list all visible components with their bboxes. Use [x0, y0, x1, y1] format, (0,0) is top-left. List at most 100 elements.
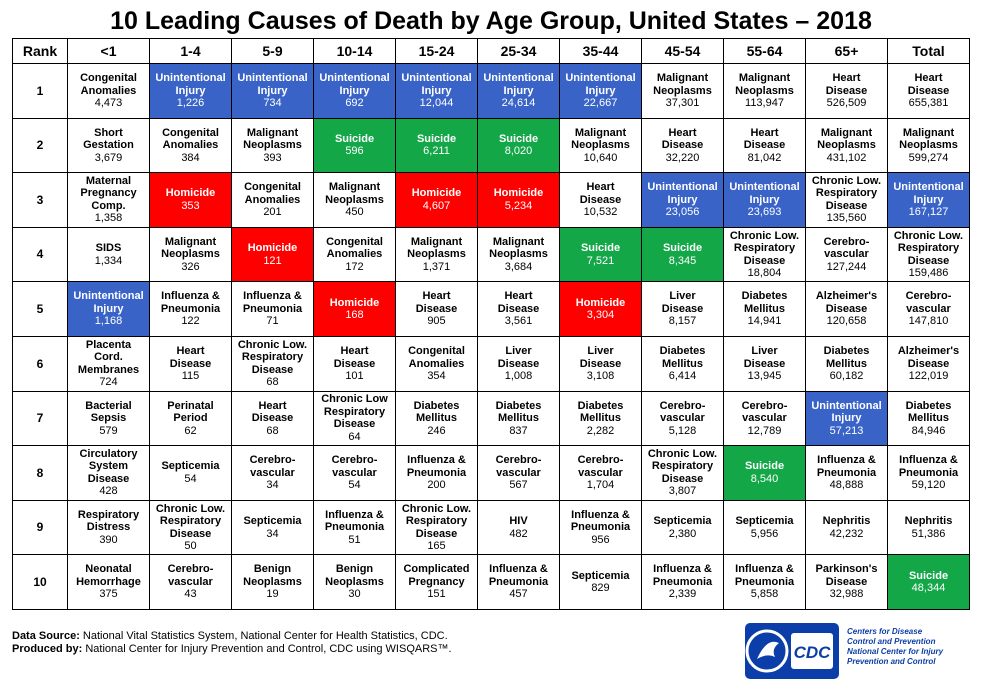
cause-cell: Unintentional Injury 692 — [313, 63, 396, 119]
death-count: 43 — [184, 588, 197, 601]
cause-cell: Nephritis 51,386 — [887, 499, 970, 556]
death-count: 7,521 — [586, 254, 615, 267]
cause-cell: Unintentional Injury 22,667 — [559, 63, 642, 119]
death-count: 5,234 — [504, 199, 533, 212]
logo-line-2: Control and Prevention — [847, 637, 936, 646]
column-header: 10-14 — [313, 38, 396, 64]
cause-name: Malignant Neoplasms — [571, 126, 630, 152]
death-count: 113,947 — [745, 97, 784, 110]
column-header: 55-64 — [723, 38, 806, 64]
cause-name: Chronic Low. Respiratory Disease — [647, 447, 718, 485]
cause-cell: Unintentional Injury 1,168 — [67, 281, 150, 337]
death-count: 48,888 — [829, 479, 864, 492]
cause-name: HIV — [509, 515, 528, 528]
cause-name: Diabetes Mellitus — [495, 399, 542, 425]
cause-cell: Chronic Low. Respiratory Disease 50 — [149, 499, 232, 556]
death-count: 81,042 — [747, 151, 782, 164]
death-count: 151 — [427, 588, 446, 601]
cause-name: Liver Disease — [579, 345, 622, 370]
death-count: 165 — [427, 540, 446, 553]
cause-cell: Suicide 6,211 — [395, 117, 478, 174]
cause-cell: Septicemia 5,956 — [723, 499, 806, 556]
death-count: 84,946 — [911, 424, 946, 437]
death-count: 375 — [99, 588, 118, 601]
cause-name: Neonatal Hemorrhage — [76, 563, 141, 588]
death-count: 10,640 — [583, 151, 618, 164]
cause-name: Chronic Low. Respiratory Disease — [401, 502, 472, 540]
cause-cell: Cerebro- vascular 54 — [313, 445, 396, 501]
rank-cell: 3 — [12, 172, 68, 228]
death-count: 24,614 — [501, 97, 536, 110]
cause-name: Heart Disease — [497, 290, 540, 315]
death-count: 692 — [345, 97, 364, 110]
logo-line-1: Centers for Disease — [847, 627, 923, 636]
cause-name: Cerebro- vascular — [741, 399, 788, 425]
cause-cell: Homicide 353 — [149, 172, 232, 228]
cause-name: Suicide — [498, 132, 539, 145]
cause-name: Suicide — [908, 569, 949, 582]
cause-cell: Short Gestation 3,679 — [67, 117, 150, 174]
cause-name: Influenza & Pneumonia — [488, 563, 549, 588]
cause-name: Chronic Low. Respiratory Disease — [811, 174, 882, 212]
death-count: 1,334 — [94, 254, 123, 267]
death-count: 326 — [181, 260, 200, 273]
cause-cell: Circulatory System Disease 428 — [67, 445, 150, 501]
cause-name: Unintentional Injury — [319, 72, 390, 97]
death-count: 6,211 — [423, 145, 450, 158]
cause-name: Suicide — [416, 132, 457, 145]
death-count: 5,128 — [668, 424, 697, 437]
cause-cell: Congenital Anomalies 354 — [395, 335, 478, 392]
cause-cell: Unintentional Injury 12,044 — [395, 63, 478, 119]
cause-cell: Influenza & Pneumonia 956 — [559, 499, 642, 556]
cause-name: Alzheimer's Disease — [897, 345, 960, 370]
death-count: 457 — [509, 588, 528, 601]
cause-cell: Liver Disease 1,008 — [477, 335, 560, 392]
cause-name: Heart Disease — [333, 345, 376, 370]
cause-name: Diabetes Mellitus — [413, 399, 460, 425]
cause-cell: Malignant Neoplasms 599,274 — [887, 117, 970, 174]
cause-cell: Cerebro- vascular 5,128 — [641, 390, 724, 447]
cause-name: Chronic Low. Respiratory Disease — [155, 502, 226, 540]
cause-cell: Cerebro- vascular 567 — [477, 445, 560, 501]
cause-cell: Congenital Anomalies 201 — [231, 172, 314, 228]
cause-name: Congenital Anomalies — [408, 345, 465, 370]
death-count: 68 — [266, 424, 279, 437]
cause-cell: Malignant Neoplasms 450 — [313, 172, 396, 228]
death-count: 101 — [345, 370, 364, 383]
cause-cell: Heart Disease 10,532 — [559, 172, 642, 228]
death-count: 956 — [591, 533, 610, 546]
rank-cell: 9 — [12, 499, 68, 556]
cause-name: Chronic Low Respiratory Disease — [321, 393, 388, 431]
cause-cell: Malignant Neoplasms 37,301 — [641, 63, 724, 119]
death-count: 201 — [263, 206, 282, 219]
death-count: 2,339 — [668, 588, 697, 601]
death-count: 147,810 — [908, 315, 949, 328]
cause-cell: Congenital Anomalies 384 — [149, 117, 232, 174]
cause-name: Cerebro- vascular — [167, 563, 214, 588]
cause-cell: Liver Disease 8,157 — [641, 281, 724, 337]
cause-name: Influenza & Pneumonia — [324, 508, 385, 534]
cause-cell: Parkinson's Disease 32,988 — [805, 554, 888, 610]
death-count: 5,956 — [750, 527, 779, 540]
death-count: 121 — [263, 254, 282, 267]
death-count: 48,344 — [911, 582, 946, 595]
death-count: 384 — [181, 151, 200, 164]
death-count: 567 — [509, 479, 528, 492]
death-count: 64 — [348, 430, 361, 443]
cause-cell: Chronic Low. Respiratory Disease 3,807 — [641, 445, 724, 501]
rank-cell: 4 — [12, 226, 68, 283]
table-row: 2 Short Gestation 3,679 Congenital Anomalie… — [12, 117, 970, 174]
cause-cell: Chronic Low. Respiratory Disease 159,486 — [887, 226, 970, 283]
cause-cell: Suicide 8,020 — [477, 117, 560, 174]
cause-cell: Influenza & Pneumonia 51 — [313, 499, 396, 556]
death-count: 120,658 — [826, 315, 867, 328]
death-count: 23,693 — [747, 206, 782, 219]
death-count: 32,220 — [665, 151, 700, 164]
cause-cell: Unintentional Injury 734 — [231, 63, 314, 119]
column-header: 25-34 — [477, 38, 560, 64]
cause-cell: Cerebro- vascular 127,244 — [805, 226, 888, 283]
cause-name: Heart Disease — [825, 72, 868, 97]
cause-cell: SIDS 1,334 — [67, 226, 150, 283]
cause-cell: Suicide 7,521 — [559, 226, 642, 283]
death-count: 428 — [99, 485, 118, 498]
